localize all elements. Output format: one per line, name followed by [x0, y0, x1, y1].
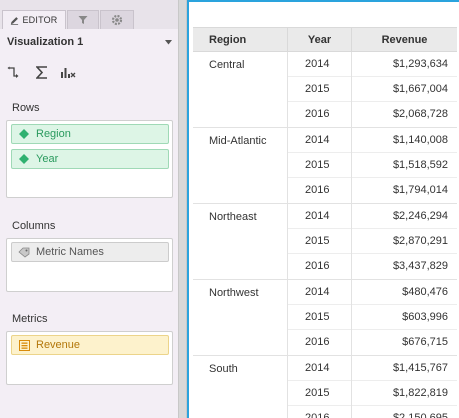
metrics-drop-zone[interactable]: Revenue [6, 331, 173, 385]
columns-label: Columns [12, 220, 56, 232]
metric-icon [18, 339, 30, 351]
header-year[interactable]: Year [288, 28, 352, 52]
revenue-cell[interactable]: $2,150,695 [392, 412, 448, 418]
table-row: 2016 $2,068,728 [288, 102, 457, 127]
grid-header: Region Year Revenue [193, 27, 457, 52]
pencil-icon [11, 16, 19, 25]
revenue-cell[interactable]: $603,996 [402, 311, 448, 323]
row-chip-label: Region [36, 128, 71, 140]
totals-button[interactable] [33, 63, 51, 81]
column-chip-metric-names[interactable]: Metric Names [11, 242, 169, 262]
year-cell[interactable]: 2016 [288, 406, 352, 418]
revenue-cell[interactable]: $1,822,819 [392, 387, 448, 399]
year-cell[interactable]: 2014 [288, 128, 352, 153]
table-row: 2016 $3,437,829 [288, 254, 457, 279]
chart-options-button[interactable] [59, 63, 77, 81]
table-row: 2014 $2,246,294 [288, 204, 457, 229]
table-row: 2016 $2,150,695 [288, 406, 457, 418]
year-cell[interactable]: 2014 [288, 356, 352, 381]
chevron-down-icon[interactable] [165, 40, 172, 45]
revenue-cell[interactable]: $1,794,014 [392, 184, 448, 196]
sum-icon [36, 65, 47, 79]
chart-options-icon [61, 67, 76, 78]
table-row: 2015 $1,518,592 [288, 153, 457, 178]
revenue-cell[interactable]: $1,518,592 [392, 159, 448, 171]
revenue-cell[interactable]: $1,140,008 [392, 134, 448, 146]
metric-chip-revenue[interactable]: Revenue [11, 335, 169, 355]
region-cell[interactable]: Northwest [193, 280, 288, 355]
tab-editor-label: EDITOR [22, 15, 58, 25]
header-revenue[interactable]: Revenue [381, 34, 428, 46]
panel-splitter[interactable] [178, 0, 187, 418]
year-cell[interactable]: 2014 [288, 280, 352, 305]
tab-editor[interactable]: EDITOR [2, 10, 66, 29]
revenue-cell[interactable]: $2,068,728 [392, 108, 448, 120]
visualization-title[interactable]: Visualization 1 [7, 36, 84, 48]
table-row: 2016 $676,715 [288, 330, 457, 355]
region-cell[interactable]: South [193, 356, 288, 418]
metric-names-icon [18, 246, 30, 258]
region-group: South 2014 $1,415,767 2015 $1,822,819 2016 $2,… [193, 356, 457, 418]
revenue-cell[interactable]: $2,870,291 [392, 235, 448, 247]
rows-label: Rows [12, 102, 40, 114]
year-cell[interactable]: 2014 [288, 204, 352, 229]
row-chip-year[interactable]: Year [11, 149, 169, 169]
table-row: 2014 $1,415,767 [288, 356, 457, 381]
year-cell[interactable]: 2015 [288, 305, 352, 330]
table-row: 2015 $603,996 [288, 305, 457, 330]
region-cell[interactable]: Central [193, 52, 288, 127]
revenue-cell[interactable]: $1,415,767 [392, 362, 448, 374]
revenue-cell[interactable]: $1,293,634 [392, 58, 448, 70]
revenue-cell[interactable]: $480,476 [402, 286, 448, 298]
year-cell[interactable]: 2016 [288, 254, 352, 279]
year-cell[interactable]: 2014 [288, 52, 352, 77]
table-row: 2016 $1,794,014 [288, 178, 457, 203]
swap-axes-button[interactable] [5, 63, 23, 81]
region-cell[interactable]: Mid-Atlantic [193, 128, 288, 203]
year-cell[interactable]: 2016 [288, 102, 352, 127]
revenue-cell[interactable]: $2,246,294 [392, 210, 448, 222]
year-cell[interactable]: 2016 [288, 330, 352, 355]
row-chip-label: Year [36, 153, 59, 165]
revenue-cell[interactable]: $1,667,004 [392, 83, 448, 95]
metric-chip-label: Revenue [36, 339, 81, 351]
region-group: Northeast 2014 $2,246,294 2015 $2,870,291 201… [193, 204, 457, 280]
columns-drop-zone[interactable]: Metric Names [6, 238, 173, 292]
year-cell[interactable]: 2015 [288, 229, 352, 254]
region-group: Mid-Atlantic 2014 $1,140,008 2015 $1,518,592… [193, 128, 457, 204]
revenue-cell[interactable]: $3,437,829 [392, 260, 448, 272]
tab-filter[interactable] [67, 10, 99, 29]
region-group: Central 2014 $1,293,634 2015 $1,667,004 2016 $… [193, 52, 457, 128]
filter-icon [78, 16, 88, 24]
metrics-label: Metrics [12, 313, 48, 325]
year-cell[interactable]: 2015 [288, 153, 352, 178]
table-row: 2014 $1,293,634 [288, 52, 457, 77]
table-row: 2015 $2,870,291 [288, 229, 457, 254]
grid-visualization[interactable]: Region Year Revenue Central 2014 $1,293,63… [187, 0, 459, 418]
table-row: 2015 $1,822,819 [288, 381, 457, 406]
editor-tab-bar: EDITOR [0, 0, 178, 29]
editor-panel: EDITOR Visualization 1 [0, 0, 178, 418]
row-chip-region[interactable]: Region [11, 124, 169, 144]
swap-axes-icon [7, 66, 19, 78]
rows-drop-zone[interactable]: Region Year [6, 120, 173, 198]
table-row: 2014 $480,476 [288, 280, 457, 305]
header-region[interactable]: Region [193, 28, 288, 52]
year-cell[interactable]: 2015 [288, 77, 352, 102]
column-chip-label: Metric Names [36, 246, 104, 258]
region-cell[interactable]: Northeast [193, 204, 288, 279]
table-row: 2015 $1,667,004 [288, 77, 457, 102]
table-row: 2014 $1,140,008 [288, 128, 457, 153]
revenue-cell[interactable]: $676,715 [402, 336, 448, 348]
gear-icon [111, 14, 123, 26]
year-cell[interactable]: 2015 [288, 381, 352, 406]
region-group: Northwest 2014 $480,476 2015 $603,996 2016 $67… [193, 280, 457, 356]
tab-format[interactable] [100, 10, 134, 29]
attribute-icon [18, 153, 30, 165]
attribute-icon [18, 128, 30, 140]
year-cell[interactable]: 2016 [288, 178, 352, 203]
